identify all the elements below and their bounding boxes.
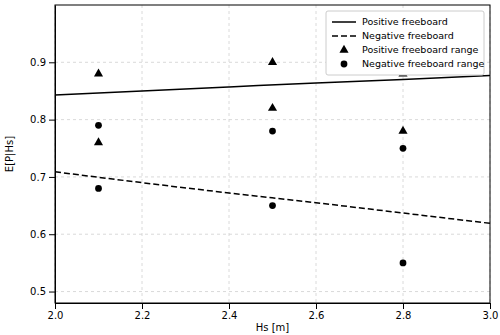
marks: [55, 57, 490, 266]
legend-swatch: [339, 45, 348, 53]
legend: Positive freeboard Negative freeboard Posi…: [326, 11, 485, 75]
tick-mark: [403, 303, 404, 309]
point: [268, 57, 277, 65]
tick: 0.6: [30, 229, 55, 240]
legend-label: Positive freeboard range: [362, 44, 479, 55]
tick-mark: [49, 234, 55, 235]
tick-label: 2.8: [396, 310, 412, 321]
legend-item: Positive freeboard range: [339, 44, 478, 55]
tick-mark: [49, 120, 55, 121]
legend-box: [326, 11, 484, 75]
plot-frame: [55, 5, 490, 303]
chart: 2.0 2.2 2.4 2.6 2.8 3.0 0.5 0.6 0.7 0.8 0.9 Positiv…: [0, 0, 500, 335]
legend-label: Negative freeboard range: [362, 58, 485, 69]
tick-mark: [316, 303, 317, 309]
tick-label: 2.6: [309, 310, 325, 321]
legend-item: Negative freeboard range: [341, 58, 485, 69]
x-axis-title: Hs [m]: [256, 322, 290, 333]
tick: 0.9: [30, 57, 55, 68]
grid-line: [55, 176, 490, 177]
tick: 2.8: [396, 303, 412, 321]
tick-label: 0.6: [30, 229, 46, 240]
tick-mark: [49, 62, 55, 63]
point: [94, 69, 103, 77]
tick-mark: [490, 303, 491, 309]
tick-mark: [55, 303, 56, 309]
point: [269, 202, 276, 209]
legend-item: Positive freeboard: [332, 16, 448, 27]
grid-line: [55, 291, 490, 292]
tick: 2.2: [135, 303, 151, 321]
point: [95, 122, 102, 129]
point: [398, 126, 407, 134]
point: [94, 137, 103, 145]
tick: 0.5: [30, 286, 55, 297]
grid-line: [55, 119, 490, 120]
point: [400, 259, 407, 266]
point: [268, 103, 277, 111]
tick-mark: [229, 303, 230, 309]
point: [269, 128, 276, 135]
tick-label: 2.4: [222, 310, 238, 321]
grid-line: [55, 234, 490, 235]
point: [400, 145, 407, 152]
tick: 2.4: [222, 303, 238, 321]
legend-label: Negative freeboard: [362, 30, 454, 41]
legend-swatch: [341, 61, 348, 68]
grid: [55, 5, 490, 303]
tick-label: 0.5: [30, 286, 46, 297]
tick-label: 3.0: [483, 310, 499, 321]
tick-label: 0.7: [30, 172, 46, 183]
series-line: [55, 172, 490, 224]
plot-area: 2.0 2.2 2.4 2.6 2.8 3.0 0.5 0.6 0.7 0.8 0.9 Positiv…: [30, 5, 498, 321]
grid-line: [316, 5, 317, 303]
legend-label: Positive freeboard: [362, 16, 448, 27]
tick-label: 2.0: [48, 310, 64, 321]
series-line: [55, 75, 490, 94]
tick-mark: [49, 177, 55, 178]
legend-swatch: [332, 21, 356, 23]
legend-item: Negative freeboard: [332, 30, 454, 41]
tick-mark: [49, 292, 55, 293]
tick: 0.7: [30, 172, 55, 183]
grid-line: [229, 5, 230, 303]
y-axis: 0.5 0.6 0.7 0.8 0.9: [30, 6, 55, 304]
tick-label: 0.8: [30, 114, 46, 125]
tick: 0.8: [30, 114, 55, 125]
tick: 2.0: [48, 303, 64, 321]
x-axis: 2.0 2.2 2.4 2.6 2.8 3.0: [48, 303, 499, 321]
tick-label: 0.9: [30, 57, 46, 68]
legend-swatch: [332, 35, 356, 37]
tick: 3.0: [483, 303, 499, 321]
grid-line: [142, 5, 143, 303]
y-axis-title: E[P|Hs]: [4, 136, 16, 172]
point: [95, 185, 102, 192]
tick-mark: [142, 303, 143, 309]
tick-label: 2.2: [135, 310, 151, 321]
tick: 2.6: [309, 303, 325, 321]
